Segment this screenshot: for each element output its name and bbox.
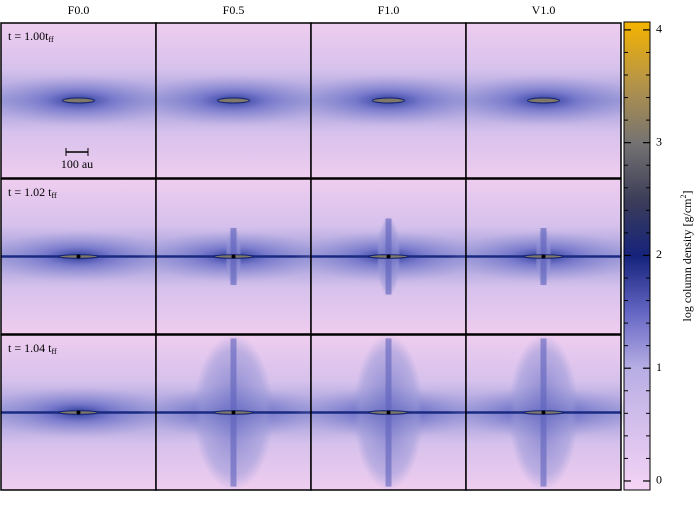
panels xyxy=(0,22,640,491)
disk xyxy=(527,97,560,104)
row-label: t = 1.04 tff xyxy=(8,341,57,356)
colorbar-tick-label: 3 xyxy=(656,134,662,148)
scale-bar-label: 100 au xyxy=(61,157,93,171)
sink xyxy=(76,410,81,415)
row-label-text: t = 1.04 t xyxy=(8,341,52,355)
row-label-text: t = 1.02 t xyxy=(8,185,52,199)
panel xyxy=(292,22,485,179)
disk xyxy=(372,97,405,104)
colorbar-tick-label: 0 xyxy=(656,473,662,487)
sink xyxy=(541,254,546,259)
row-label: t = 1.02 tff xyxy=(8,185,57,200)
row-label-sub: ff xyxy=(48,35,54,44)
colorbar-label: log column density [g/cm2] xyxy=(679,191,694,322)
column-label: F1.0 xyxy=(378,3,400,17)
row-label-text: t = 1.00t xyxy=(8,29,49,43)
disk xyxy=(62,97,95,104)
row-label-sub: ff xyxy=(51,191,57,200)
panel xyxy=(137,334,330,491)
colorbar-tick-label: 1 xyxy=(656,360,662,374)
panel xyxy=(447,334,640,491)
column-label: V1.0 xyxy=(532,3,556,17)
panel xyxy=(292,334,485,491)
label-text: log column density [g/cm xyxy=(680,198,694,322)
colorbar-ticks: 0 1 2 3 4 xyxy=(624,22,662,487)
panel xyxy=(0,178,175,335)
panel xyxy=(447,22,640,179)
label-end: ] xyxy=(680,191,694,195)
panel-frame xyxy=(465,22,622,179)
disk xyxy=(217,97,250,104)
label-sup: 2 xyxy=(679,195,688,199)
sink xyxy=(541,410,546,415)
column-label: F0.0 xyxy=(68,3,90,17)
panel xyxy=(447,178,640,335)
column-label: F0.5 xyxy=(223,3,245,17)
colorbar-tick-label: 2 xyxy=(656,247,662,261)
sink xyxy=(231,254,236,259)
row-label-sub: ff xyxy=(51,347,57,356)
row-label: t = 1.00tff xyxy=(8,29,54,44)
panel xyxy=(137,178,330,335)
colorbar-tick-label: 4 xyxy=(656,22,662,36)
panel-frame xyxy=(465,178,622,335)
sink xyxy=(231,410,236,415)
panel xyxy=(137,22,330,179)
sink xyxy=(76,254,81,259)
panel-frame xyxy=(465,334,622,491)
sink xyxy=(386,410,391,415)
sink xyxy=(386,254,391,259)
panel xyxy=(292,178,485,335)
